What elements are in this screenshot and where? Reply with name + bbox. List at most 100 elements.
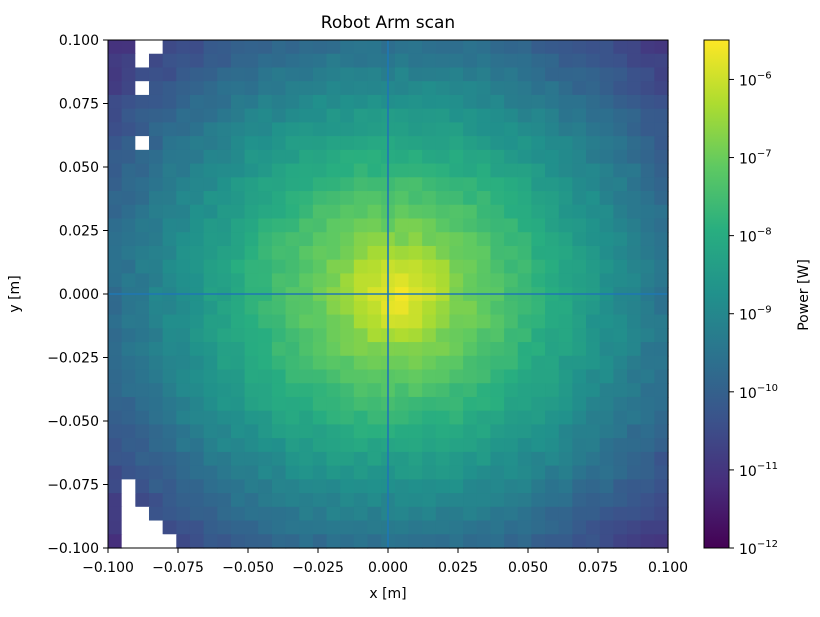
heatmap-cell [545,355,560,371]
heatmap-cell [654,451,669,467]
heatmap-cell [176,191,191,206]
heatmap-cell [599,465,614,480]
heatmap-cell [203,273,218,288]
heatmap-cell [176,108,191,123]
heatmap-cells [108,40,669,549]
heatmap-cell [285,424,300,439]
heatmap-cell [367,259,382,275]
heatmap-cell [613,67,628,82]
heatmap-cell [531,204,546,220]
heatmap-cell [258,506,273,522]
heatmap-cell [299,149,314,165]
heatmap-cell [449,451,464,467]
heatmap-cell [435,520,451,535]
heatmap-cell [189,355,205,371]
heatmap-cell [176,94,191,110]
heatmap-cell [490,534,505,549]
heatmap-cell [531,465,546,480]
heatmap-cell [189,149,205,165]
heatmap-cell [517,328,533,343]
heatmap-cell [230,465,246,480]
heatmap-cell [353,438,369,453]
heatmap-cell [531,53,546,69]
heatmap-cell [285,232,300,247]
heatmap-cell [244,163,259,178]
heatmap-cell [517,177,533,192]
heatmap-cell [545,259,560,275]
heatmap-cell [326,108,341,123]
heatmap-cell [258,342,273,357]
heatmap-cell [558,245,573,261]
heatmap-cell [244,396,259,412]
heatmap-cell [463,369,478,384]
heatmap-cell [285,245,300,261]
heatmap-cell [217,355,232,371]
heatmap-cell [258,438,273,453]
heatmap-cell [189,108,205,123]
heatmap-cell [108,342,123,357]
heatmap-cell [244,424,259,439]
heatmap-cell [244,493,259,508]
heatmap-cell [108,232,123,247]
heatmap-cell [135,94,150,110]
heatmap-cell [135,300,150,316]
heatmap-cell [654,94,669,110]
heatmap-cell [586,314,601,329]
heatmap-cell [476,259,492,275]
heatmap-cell [353,53,369,69]
heatmap-cell [271,369,287,384]
heatmap-cell [504,67,519,82]
heatmap-cell [476,300,492,316]
heatmap-cell [613,506,628,522]
heatmap-cell [189,232,205,247]
heatmap-cell [176,67,191,82]
y-tick-label: 0.050 [59,160,99,176]
heatmap-cell [408,94,423,110]
heatmap-cell [203,355,218,371]
heatmap-cell [640,465,655,480]
heatmap-cell [627,204,642,220]
heatmap-cell [640,520,655,535]
heatmap-cell [586,204,601,220]
heatmap-cell [435,424,451,439]
heatmap-cell [408,177,423,192]
heatmap-cell [476,191,492,206]
heatmap-cell [476,451,492,467]
heatmap-cell [258,300,273,316]
heatmap-cell [640,300,655,316]
heatmap-cell [367,534,382,549]
heatmap-cell [353,191,369,206]
heatmap-cell [121,396,136,412]
heatmap-cell [353,136,369,151]
heatmap-cell [135,314,150,329]
heatmap-cell [326,520,341,535]
heatmap-cell [654,506,669,522]
y-tick-label: −0.050 [47,414,99,430]
heatmap-cell [463,451,478,467]
heatmap-cell [217,493,232,508]
heatmap-cell [189,40,205,55]
heatmap-cell [613,300,628,316]
heatmap-cell [504,438,519,453]
heatmap-cell [258,314,273,329]
heatmap-cell [613,40,628,55]
heatmap-cell [244,506,259,522]
heatmap-cell [135,383,150,398]
heatmap-cell [189,328,205,343]
heatmap-cell [463,355,478,371]
heatmap-cell [340,451,355,467]
heatmap-cell [108,108,123,123]
heatmap-cell [558,383,573,398]
heatmap-cell [517,81,533,96]
heatmap-cell [422,218,437,233]
heatmap-cell [545,534,560,549]
heatmap-cell [504,245,519,261]
heatmap-cell [586,108,601,123]
heatmap-cell [435,479,451,494]
heatmap-cell [449,520,464,535]
heatmap-cell [244,383,259,398]
heatmap-cell [326,396,341,412]
heatmap-cell [613,465,628,480]
heatmap-cell [258,479,273,494]
heatmap-cell [176,465,191,480]
